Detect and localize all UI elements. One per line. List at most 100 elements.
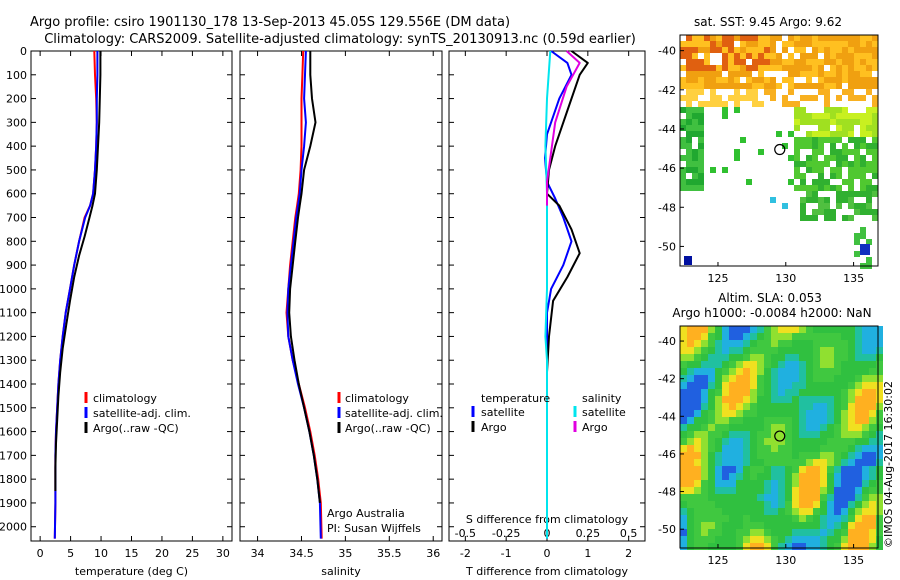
sla-cell xyxy=(785,452,792,459)
sst-cell xyxy=(770,47,776,53)
map-y-tick-label: -48 xyxy=(658,201,676,214)
sst-cell xyxy=(854,53,860,59)
sst-cell xyxy=(866,131,872,137)
sst-cell xyxy=(866,41,872,47)
sla-cell xyxy=(750,375,757,382)
sst-cell xyxy=(812,83,818,89)
sla-cell xyxy=(687,480,694,487)
sst-cell xyxy=(824,113,830,119)
sla-cell xyxy=(799,396,806,403)
sst-cell xyxy=(866,179,872,185)
sst-cell xyxy=(800,83,806,89)
sla-cell xyxy=(729,515,736,522)
sla-cell xyxy=(792,396,799,403)
sst-cell xyxy=(830,215,836,221)
sst-cell xyxy=(800,179,806,185)
sla-cell xyxy=(876,466,883,473)
sst-cell xyxy=(836,35,842,41)
sst-cell xyxy=(752,95,758,101)
sla-cell xyxy=(750,452,757,459)
sla-cell xyxy=(792,375,799,382)
sla-cell xyxy=(862,410,869,417)
sst-cell xyxy=(818,113,824,119)
sst-cell xyxy=(776,59,782,65)
sla-cell xyxy=(750,459,757,466)
legend-label-s-argo: Argo xyxy=(582,421,608,434)
sst-cell xyxy=(764,65,770,71)
sla-cell xyxy=(813,445,820,452)
sst-cell xyxy=(788,35,794,41)
sla-cell xyxy=(813,438,820,445)
sst-cell xyxy=(866,191,872,197)
sla-cell xyxy=(869,452,876,459)
sst-cell xyxy=(866,167,872,173)
sla-cell xyxy=(694,473,701,480)
sst-cell xyxy=(842,197,848,203)
sla-cell xyxy=(862,403,869,410)
sst-cell xyxy=(818,59,824,65)
sst-cell xyxy=(740,35,746,41)
sla-cell xyxy=(729,368,736,375)
sla-cell xyxy=(722,438,729,445)
sst-cell xyxy=(866,65,872,71)
sla-cell xyxy=(722,417,729,424)
sla-cell xyxy=(841,480,848,487)
sst-cell xyxy=(788,41,794,47)
y-tick-label: 0 xyxy=(20,45,27,58)
sla-cell xyxy=(785,424,792,431)
sla-cell xyxy=(743,501,750,508)
sla-cell xyxy=(736,529,743,536)
sla-cell xyxy=(778,340,785,347)
sla-cell xyxy=(750,347,757,354)
sla-cell xyxy=(764,543,771,550)
sla-cell xyxy=(792,529,799,536)
sla-cell xyxy=(848,445,855,452)
sla-cell xyxy=(869,487,876,494)
sla-cell xyxy=(785,347,792,354)
sst-cell xyxy=(692,161,698,167)
sla-cell xyxy=(736,326,743,333)
sst-cell xyxy=(782,101,788,107)
sla-cell xyxy=(792,508,799,515)
sla-cell xyxy=(876,347,883,354)
sla-cell xyxy=(785,459,792,466)
sst-cell xyxy=(806,185,812,191)
sst-cell xyxy=(692,89,698,95)
sla-cell xyxy=(827,347,834,354)
sst-cell xyxy=(806,95,812,101)
sla-cell xyxy=(722,508,729,515)
sst-cell xyxy=(770,35,776,41)
sla-cell xyxy=(715,438,722,445)
sla-cell xyxy=(757,403,764,410)
sla-cell xyxy=(778,438,785,445)
sla-cell xyxy=(687,536,694,543)
sla-cell xyxy=(750,522,757,529)
sst-cell xyxy=(788,71,794,77)
sst-cell xyxy=(764,77,770,83)
sla-cell xyxy=(715,326,722,333)
sla-cell xyxy=(687,396,694,403)
sst-cell xyxy=(806,137,812,143)
sla-cell xyxy=(694,403,701,410)
sla-cell xyxy=(757,389,764,396)
sla-cell xyxy=(778,459,785,466)
sst-cell xyxy=(686,143,692,149)
sst-cell xyxy=(824,41,830,47)
sst-cell xyxy=(704,65,710,71)
sst-cell xyxy=(710,35,716,41)
sla-cell xyxy=(806,382,813,389)
sst-cell xyxy=(842,179,848,185)
sla-cell xyxy=(708,375,715,382)
sst-cell xyxy=(710,95,716,101)
sla-cell xyxy=(820,389,827,396)
sst-cell xyxy=(872,41,878,47)
sla-cell xyxy=(736,354,743,361)
sst-cell xyxy=(848,119,854,125)
sst-cell xyxy=(758,77,764,83)
sst-cell xyxy=(692,155,698,161)
sst-cell xyxy=(860,244,870,255)
sst-cell xyxy=(752,77,758,83)
sst-cell xyxy=(866,239,872,245)
sla-cell xyxy=(792,494,799,501)
sla-cell xyxy=(813,333,820,340)
